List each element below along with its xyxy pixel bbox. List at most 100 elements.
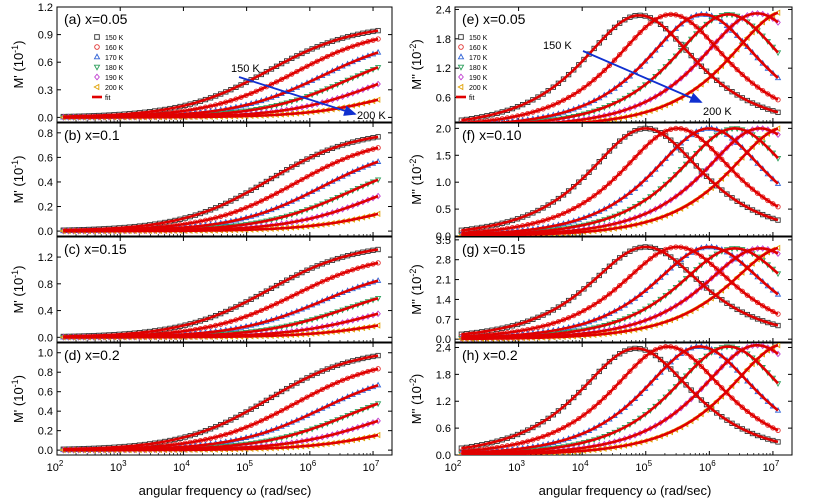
data-point-160K [688,354,694,360]
data-point-190K [375,192,381,200]
data-point-150K [719,81,725,88]
data-point-160K [744,408,751,415]
y-axis-label-end: ) [11,155,26,159]
legend-marker-160K [94,44,100,50]
panel-a: 0.0 0.3 0.6 0.9 1.2 M' (10-1) (a) x=0.05 150 K 1… [10,2,393,124]
data-point-160K [591,77,597,83]
legend-marker-150K [458,34,464,40]
x-tick-exponent: 7 [775,459,780,468]
y-tick-label-e: 2.4 [436,4,451,16]
x-tick-base: 10 [445,462,457,474]
y-axis-label-main: M'' (10 [409,167,424,205]
y-axis-label-end: ) [11,265,26,269]
legend-marker-190K [94,73,100,81]
y-tick-label-g: 2.1 [436,275,451,287]
data-point-150K [693,276,699,282]
x-tick-base: 10 [572,462,584,474]
y-tick-label-a: 0.6 [38,57,53,69]
data-point-160K [647,139,653,145]
legend-marker-200K [457,83,464,91]
data-point-150K [703,68,710,74]
x-tick-label: 102 [47,459,64,474]
temperature-arrow [238,76,357,116]
y-tick-label-h: 1.8 [436,369,451,381]
panel-title-b: (b) x=0.1 [64,127,120,143]
y-tick-label-a: 0.9 [38,30,53,42]
fit-line-150K [461,127,779,232]
panel-title-e: (e) x=0.05 [462,11,526,27]
legend-marker-150K [94,34,100,40]
data-point-160K [642,24,648,31]
fit-line-170K [492,13,779,122]
data-point-150K [601,363,608,369]
fit-line-150K [461,245,779,336]
y-tick-label-g: 1.4 [436,294,451,306]
y-tick-label-b: 0.2 [38,202,53,214]
x-tick-exponent: 6 [312,459,317,468]
y-tick-label-b: 0.6 [38,152,53,164]
data-point-160K [714,45,720,51]
fit-line-160K [63,367,379,451]
data-point-160K [591,404,597,410]
y-tick-label-d: 0.0 [38,445,53,457]
data-d [59,352,382,454]
data-point-150K [611,24,618,31]
data-point-150K [571,67,577,73]
data-point-160K [591,193,597,199]
fit-line-200K [461,343,779,455]
x-tick-label: 102 [445,459,462,474]
legend-marker-160K [458,44,464,50]
fit-line-160K [461,13,779,122]
fit-line-200K [461,246,779,341]
data-f [457,124,782,236]
y-axis-label-main: M' (10 [11,278,26,314]
data-point-150K [606,29,613,35]
data-point-160K [611,175,618,182]
data-point-160K [622,46,628,52]
data-point-150K [606,263,613,269]
data-point-180K [529,119,537,122]
data-point-150K [560,192,567,198]
y-tick-label-b: 0.8 [38,128,53,140]
y-axis-label-end: ) [409,39,424,43]
y-tick-label-g: 0.0 [436,334,451,346]
x-axis-label-left: angular frequency ω (rad/sec) [139,483,312,498]
data-point-160K [698,363,705,370]
data-point-190K [375,417,381,425]
data-point-160K [627,40,633,47]
y-tick-label-g: 3.5 [436,235,451,247]
data-point-150K [596,272,602,279]
data-c [59,246,382,341]
fit-line-150K [461,14,779,122]
y-axis-label-end: ) [409,374,424,378]
y-tick-label-d: 0.4 [38,406,53,418]
data-point-160K [586,81,592,87]
data-point-160K [617,282,623,289]
data-point-160K [652,135,659,141]
panel-frame-c [56,236,393,343]
y-axis-label-exponent: -1 [10,270,20,278]
data-point-160K [606,180,613,186]
data-point-150K [591,374,597,380]
y-axis-label-b: M' (10-1) [10,155,26,203]
x-tick-base: 10 [635,462,647,474]
y-axis-label-main: M'' (10 [409,52,424,90]
y-tick-label-a: 1.2 [38,2,53,14]
data-point-150K [708,289,715,295]
fit-line-170K [461,245,779,340]
y-tick-label-e: 1.8 [436,34,451,46]
legend-label: 150 K [469,35,488,42]
data-point-160K [637,149,643,155]
data-point-150K [591,45,597,52]
data-e [458,9,782,122]
data-point-150K [683,152,689,158]
data-point-150K [714,410,720,416]
data-point-160K [719,385,725,391]
fit-line-150K [461,347,779,450]
data-point-150K [724,191,730,197]
data-point-150K [606,358,613,365]
data-point-150K [657,356,664,363]
data-point-150K [586,281,592,288]
y-axis-label-exponent: -2 [408,44,418,52]
